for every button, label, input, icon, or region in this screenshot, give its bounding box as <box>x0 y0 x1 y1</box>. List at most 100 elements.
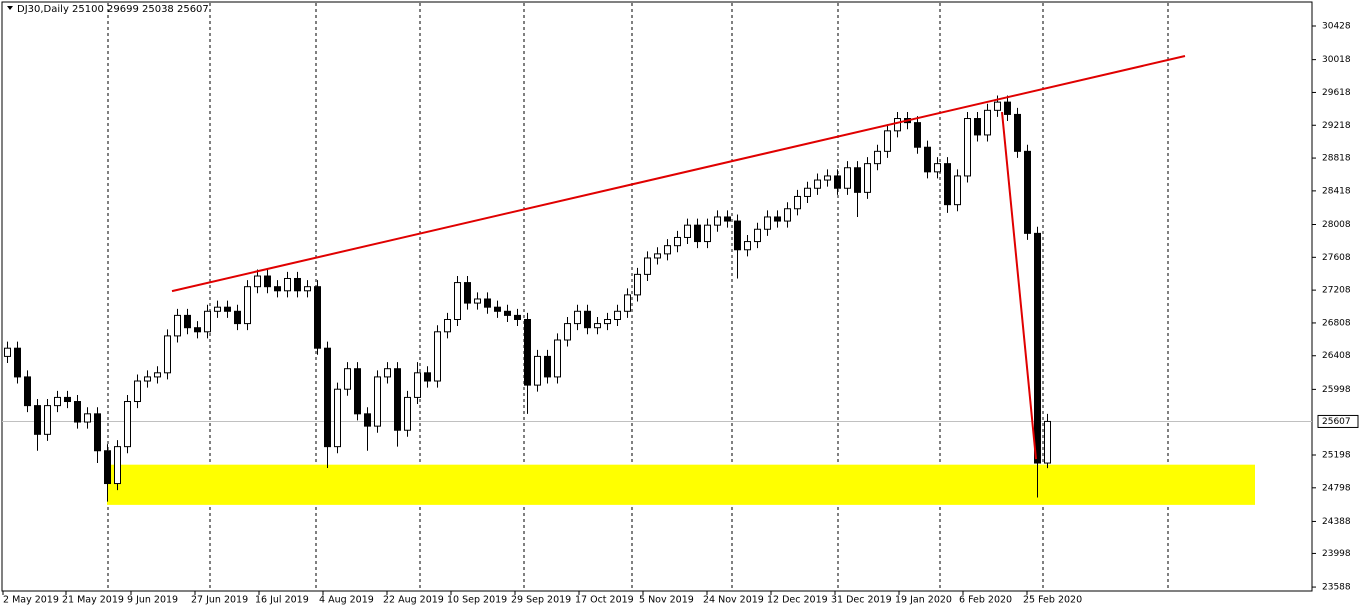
header-values: 25100 29699 25038 25607 <box>72 4 209 15</box>
candle-body <box>584 310 591 329</box>
candle-body <box>354 368 361 415</box>
candle-body <box>484 298 491 308</box>
candle-body <box>654 253 661 259</box>
candle-body <box>744 241 751 251</box>
support-zone <box>107 464 1255 505</box>
candle-body <box>684 224 691 238</box>
candle-body <box>64 396 71 403</box>
x-tick-label: 24 Nov 2019 <box>703 595 764 606</box>
x-tick-label: 5 Nov 2019 <box>639 595 694 606</box>
candle-body <box>1014 113 1021 152</box>
candle-body <box>994 101 1001 111</box>
candle-body <box>254 275 261 288</box>
candle-body <box>54 396 61 407</box>
x-tick-label: 16 Jul 2019 <box>255 595 309 606</box>
candle-body <box>554 339 561 378</box>
candle-body <box>304 286 311 292</box>
candle-body <box>1004 101 1011 115</box>
y-tick-label: 27208 <box>1322 286 1351 296</box>
candle-body <box>104 450 111 485</box>
candle-body <box>754 228 761 243</box>
candle-body <box>414 372 421 398</box>
candle-body <box>194 327 201 333</box>
candle-body <box>124 401 131 448</box>
candle-body <box>24 376 31 407</box>
candle-body <box>204 310 211 333</box>
candle-body <box>864 163 871 193</box>
candle-body <box>944 163 951 206</box>
candle-body <box>494 306 501 312</box>
y-tick-label: 23998 <box>1322 549 1351 559</box>
candle-body <box>174 314 181 337</box>
candle-body <box>164 335 171 374</box>
candle-body <box>504 310 511 316</box>
candle-body <box>74 401 81 423</box>
x-tick-label: 25 Feb 2020 <box>1023 595 1082 606</box>
candle-body <box>874 150 881 165</box>
candle-body <box>1034 232 1041 464</box>
candle-body <box>144 376 151 382</box>
x-tick-label: 4 Aug 2019 <box>319 595 374 606</box>
y-tick-label: 29218 <box>1322 121 1351 131</box>
candle-body <box>604 318 611 325</box>
x-tick-label: 21 May 2019 <box>62 595 124 606</box>
x-tick-label: 31 Dec 2019 <box>831 595 892 606</box>
candle-body <box>344 368 351 390</box>
candle-body <box>644 257 651 275</box>
candle-body <box>394 368 401 431</box>
candle-body <box>214 306 221 312</box>
candle-body <box>854 167 861 193</box>
candle-body <box>674 236 681 247</box>
candle-body <box>534 355 541 386</box>
y-tick-label: 28418 <box>1322 186 1351 196</box>
candle-body <box>364 413 371 427</box>
candle-body <box>824 175 831 181</box>
x-tick-label: 6 Feb 2020 <box>959 595 1012 606</box>
candle-body <box>924 146 931 173</box>
current-price-label: 25607 <box>1322 417 1351 427</box>
y-tick-label: 26808 <box>1322 318 1351 328</box>
candle-body <box>704 224 711 243</box>
candle-body <box>844 167 851 189</box>
candle-body <box>264 275 271 288</box>
candle-body <box>804 187 811 197</box>
candle-body <box>184 314 191 329</box>
candle-body <box>664 245 671 255</box>
candle-body <box>44 405 51 435</box>
y-tick-label: 23588 <box>1322 583 1351 593</box>
candle-body <box>774 216 781 222</box>
candle-body <box>634 273 641 296</box>
y-tick-label: 25198 <box>1322 451 1351 461</box>
candle-body <box>134 380 141 403</box>
candle-body <box>934 163 941 173</box>
y-tick-label: 28818 <box>1322 154 1351 164</box>
candle-body <box>544 355 551 378</box>
candle-body <box>914 122 921 148</box>
y-tick-label: 26408 <box>1322 351 1351 361</box>
candle-body <box>794 195 801 210</box>
candle-body <box>594 323 601 329</box>
x-tick-label: 27 Jun 2019 <box>191 595 248 606</box>
y-tick-label: 25998 <box>1322 385 1351 395</box>
y-tick-label: 24798 <box>1322 483 1351 493</box>
candle-body <box>244 286 251 325</box>
candle-body <box>84 413 91 423</box>
candle-body <box>814 179 821 189</box>
candle-body <box>384 368 391 378</box>
y-tick-label: 29618 <box>1322 88 1351 98</box>
candle-body <box>94 413 101 452</box>
trendline <box>171 55 1186 293</box>
current-price-box <box>1317 414 1359 428</box>
candle-body <box>1024 150 1031 234</box>
candle-body <box>334 388 341 448</box>
candle-body <box>564 323 571 341</box>
candle-body <box>284 277 291 292</box>
menu-triangle[interactable] <box>7 6 13 10</box>
candle-body <box>984 109 991 136</box>
candle-body <box>154 372 161 378</box>
y-tick-label: 27608 <box>1322 253 1351 263</box>
candle-body <box>974 118 981 136</box>
candle-body <box>734 220 741 251</box>
y-tick-label: 24388 <box>1322 517 1351 527</box>
